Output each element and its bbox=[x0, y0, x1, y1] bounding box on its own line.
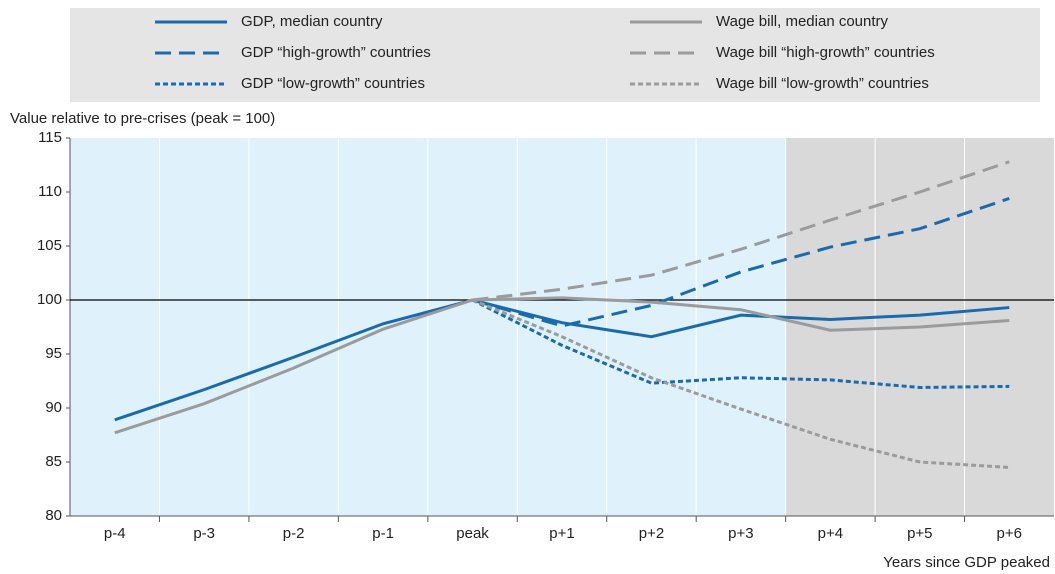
legend-label: GDP, median country bbox=[241, 13, 383, 30]
x-tick-label: p+1 bbox=[549, 525, 574, 542]
x-tick-label: p-1 bbox=[372, 525, 394, 542]
x-tick-label: p-3 bbox=[193, 525, 215, 542]
y-tick-label: 85 bbox=[45, 453, 62, 470]
x-axis-label: Years since GDP peaked bbox=[883, 554, 1050, 571]
y-tick-label: 95 bbox=[45, 345, 62, 362]
series-line bbox=[471, 298, 1010, 469]
y-tick-label: 90 bbox=[45, 399, 62, 416]
legend-label: Wage bill, median country bbox=[716, 13, 889, 30]
legend-label: Wage bill “low-growth” countries bbox=[716, 75, 929, 92]
series-line bbox=[472, 160, 1010, 302]
series-line bbox=[114, 296, 1010, 435]
legend-label: GDP “high-growth” countries bbox=[241, 44, 431, 61]
y-tick-label: 110 bbox=[38, 183, 62, 200]
legend-label: GDP “low-growth” countries bbox=[241, 75, 425, 92]
y-axis-label: Value relative to pre-crises (peak = 100… bbox=[10, 110, 275, 127]
legend-label: Wage bill “high-growth” countries bbox=[716, 44, 935, 61]
x-tick-label: p+4 bbox=[818, 525, 843, 542]
y-tick-label: 100 bbox=[37, 291, 62, 308]
x-tick-label: peak bbox=[456, 525, 489, 542]
x-tick-label: p+3 bbox=[728, 525, 753, 542]
y-tick-label: 80 bbox=[45, 507, 62, 524]
y-tick-label: 115 bbox=[38, 129, 62, 146]
x-tick-label: p+2 bbox=[639, 525, 664, 542]
x-tick-label: p-2 bbox=[283, 525, 305, 542]
legend-box bbox=[70, 8, 1040, 102]
x-tick-label: p+6 bbox=[997, 525, 1022, 542]
series-line bbox=[472, 197, 1010, 328]
series-line bbox=[114, 298, 1010, 422]
series-line bbox=[471, 298, 1010, 389]
x-tick-label: p-4 bbox=[104, 525, 126, 542]
x-tick-label: p+5 bbox=[907, 525, 932, 542]
y-tick-label: 105 bbox=[37, 237, 62, 254]
